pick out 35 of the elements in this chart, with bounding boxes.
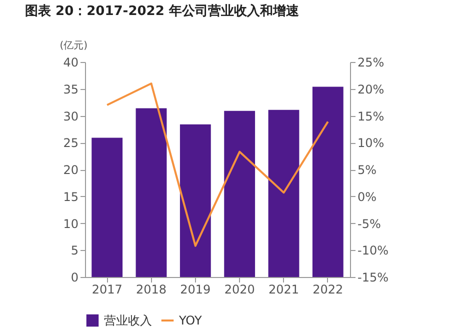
y-tick-label: 40	[63, 56, 78, 70]
y2-tick-label: 0%	[358, 190, 377, 204]
y-tick-label: 15	[63, 190, 78, 204]
bar	[180, 124, 211, 277]
y-tick-label: 20	[63, 163, 78, 177]
line-series	[106, 82, 329, 247]
y-tick-label: 35	[63, 82, 78, 96]
y-tick-label: 0	[70, 270, 78, 284]
legend-label: 营业收入	[104, 314, 152, 328]
x-tick-label: 2021	[268, 282, 300, 296]
bar	[136, 108, 167, 277]
y2-tick-label: 15%	[358, 109, 384, 124]
x-tick-label: 2018	[136, 282, 167, 296]
y2-tick-label: -5%	[358, 216, 381, 231]
x-tick-label: 2022	[312, 282, 344, 296]
y2-tick-label: 25%	[358, 56, 384, 70]
y-axis-title: (亿元)	[60, 40, 88, 52]
x-tick-label: 2020	[224, 282, 255, 296]
legend-label: YOY	[178, 314, 202, 328]
y-tick-label: 10	[63, 216, 78, 231]
x-tick-label: 2019	[180, 282, 211, 296]
y-tick-label: 5	[70, 244, 78, 258]
y-tick-label: 30	[63, 109, 78, 124]
y-tick-label: 25	[63, 136, 78, 150]
bar	[268, 110, 300, 277]
chart-title: 图表 20：2017-2022 年公司营业收入和增速	[25, 3, 300, 19]
y2-tick-label: -10%	[358, 244, 389, 258]
y2-tick-label: 20%	[358, 82, 384, 96]
bar	[312, 86, 344, 277]
y2-tick-label: -15%	[358, 270, 389, 284]
x-tick-label: 2017	[92, 282, 122, 296]
y2-tick-label: 10%	[358, 136, 384, 150]
y2-tick-label: 5%	[358, 163, 377, 177]
bar	[224, 110, 256, 277]
bar	[92, 138, 123, 277]
